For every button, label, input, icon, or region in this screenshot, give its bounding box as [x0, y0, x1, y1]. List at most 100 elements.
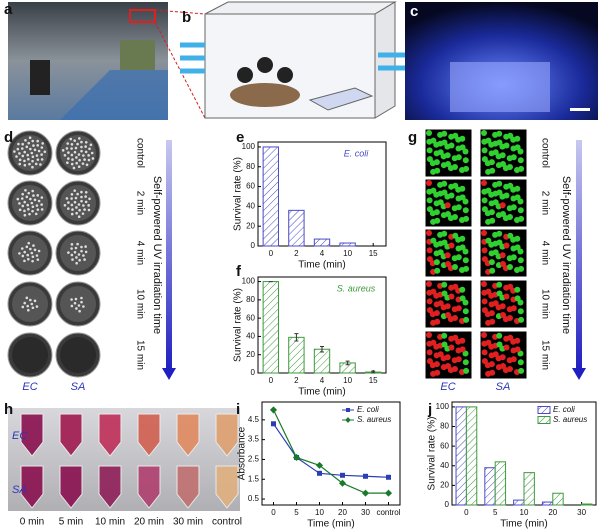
colony [18, 202, 21, 205]
cell [426, 247, 433, 254]
colony [67, 207, 70, 210]
colony [31, 255, 35, 259]
cell [481, 156, 488, 163]
cell [510, 154, 517, 161]
colony [28, 212, 31, 216]
row-label: control [134, 138, 145, 168]
colony [23, 200, 27, 204]
cell [426, 332, 432, 338]
tube [176, 465, 200, 509]
colony [30, 302, 34, 306]
cell [496, 139, 503, 146]
colony [29, 298, 32, 302]
cell [462, 359, 469, 366]
colony [70, 143, 74, 146]
colony [77, 153, 81, 156]
cell [517, 207, 524, 214]
y-axis-label: Survival rate (%) [427, 417, 438, 491]
colony [23, 150, 27, 154]
y-axis-label: Survival rate (%) [233, 157, 244, 231]
cell [452, 182, 459, 189]
colony [27, 191, 31, 195]
colony [31, 155, 35, 159]
dish-inner [60, 286, 96, 322]
legend-label: E. coli [553, 405, 575, 414]
time-label: 0 min [20, 517, 44, 528]
time-label: 30 min [173, 517, 203, 528]
cell [462, 308, 469, 315]
cell [426, 256, 433, 263]
colony [73, 200, 77, 204]
cell [499, 152, 506, 159]
y-tick-label: 3.5 [248, 435, 260, 444]
colony [77, 253, 81, 256]
diagram-box [180, 1, 408, 119]
colony [78, 137, 81, 140]
colony [18, 158, 22, 162]
colony [40, 196, 44, 199]
x-tick-label: 4 [320, 249, 325, 258]
cell [514, 185, 521, 192]
x-tick-label: 5 [493, 508, 498, 517]
colony [73, 150, 77, 154]
colony [36, 208, 40, 211]
colony [82, 305, 85, 308]
x-tick-label: 4 [320, 376, 325, 385]
colony [80, 199, 83, 203]
time-label: 10 min [95, 517, 125, 528]
arrow-label: Self-powered UV irradiation time [560, 176, 572, 334]
colony [80, 149, 83, 153]
row-label: control [539, 138, 550, 168]
colony [73, 301, 77, 305]
colony [31, 259, 34, 263]
cell [499, 202, 506, 209]
colony [75, 211, 78, 215]
y-tick-label: 60 [246, 313, 255, 322]
colony [70, 203, 74, 207]
cell [514, 295, 521, 302]
cell [488, 209, 495, 216]
cell [500, 211, 506, 217]
line [272, 409, 389, 494]
cell [437, 249, 444, 256]
colony [27, 207, 30, 211]
legend-marker [346, 408, 350, 412]
x-axis-label: Time (min) [298, 387, 345, 398]
cell [514, 286, 521, 293]
cell [492, 300, 499, 307]
cell [433, 310, 440, 317]
colony [23, 163, 27, 167]
colony [75, 161, 78, 165]
cell [514, 144, 521, 151]
plot-frame [261, 401, 401, 506]
cell [448, 142, 455, 149]
colony [70, 253, 74, 257]
bar [262, 146, 279, 247]
colony [74, 146, 78, 150]
cell [485, 187, 492, 194]
colony [84, 190, 88, 194]
cell [455, 305, 462, 312]
colony [73, 250, 77, 254]
cell [455, 204, 462, 211]
cell [426, 307, 433, 314]
colony [30, 151, 34, 155]
colony [31, 306, 35, 310]
cell [481, 298, 488, 305]
x-tick-label: 0 [269, 376, 274, 385]
cell [503, 293, 510, 300]
marker [363, 473, 368, 479]
cell [481, 206, 488, 213]
y-tick-label: 2.5 [248, 455, 260, 464]
cell [430, 237, 437, 244]
colony [33, 299, 37, 303]
tube [137, 413, 161, 457]
colony [35, 254, 39, 257]
colony [29, 147, 32, 151]
cell [500, 363, 506, 369]
cell [489, 369, 496, 376]
cell [444, 252, 451, 259]
colony [17, 142, 20, 146]
colony [28, 136, 32, 140]
cell [481, 247, 488, 254]
